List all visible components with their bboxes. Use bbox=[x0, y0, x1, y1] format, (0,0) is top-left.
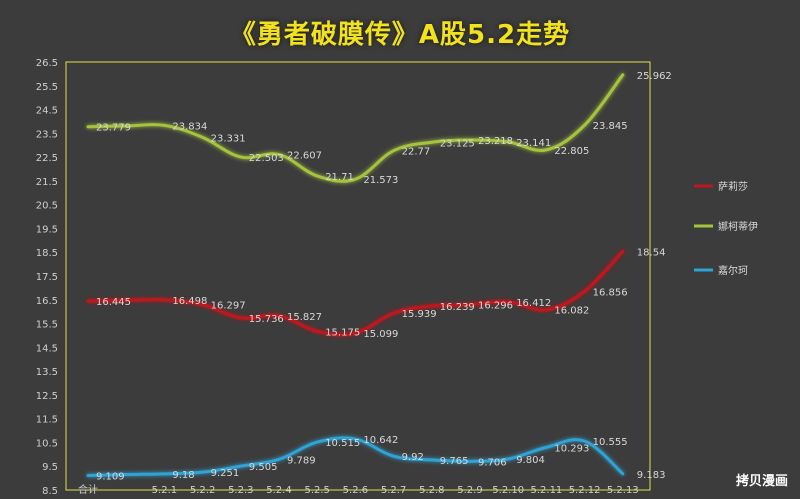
series-layer bbox=[86, 73, 625, 478]
x-tick-label: 5.2.4 bbox=[266, 485, 291, 496]
data-label: 9.18 bbox=[172, 470, 194, 481]
y-tick-label: 8.5 bbox=[42, 486, 58, 497]
y-tick-label: 24.5 bbox=[36, 106, 58, 117]
data-label: 23.779 bbox=[96, 123, 131, 134]
y-tick-label: 16.5 bbox=[36, 296, 58, 307]
chart-title: 《勇者破膜传》A股5.2走势 bbox=[229, 20, 571, 50]
y-tick-label: 23.5 bbox=[36, 129, 58, 140]
y-tick-label: 17.5 bbox=[36, 272, 58, 283]
data-label: 22.805 bbox=[554, 146, 589, 157]
data-label: 9.789 bbox=[287, 455, 316, 466]
y-tick-label: 12.5 bbox=[36, 391, 58, 402]
data-label: 23.218 bbox=[478, 136, 513, 147]
x-tick-label: 5.2.9 bbox=[457, 485, 482, 496]
data-label: 10.555 bbox=[593, 437, 628, 448]
data-label: 9.109 bbox=[96, 472, 125, 483]
data-label: 23.331 bbox=[211, 133, 246, 144]
y-tick-label: 9.5 bbox=[42, 462, 58, 473]
x-axis: 合计 5.2.1 5.2.2 5.2.3 5.2.4 5.2.5 5.2.6 5.2.7 5.2… bbox=[78, 483, 639, 496]
data-label: 18.54 bbox=[637, 247, 666, 258]
data-label: 16.412 bbox=[516, 298, 551, 309]
y-tick-label: 13.5 bbox=[36, 367, 58, 378]
data-label: 9.804 bbox=[516, 455, 545, 466]
data-label: 15.175 bbox=[325, 327, 360, 338]
x-tick-label: 5.2.5 bbox=[304, 485, 329, 496]
x-tick-label: 5.2.8 bbox=[419, 485, 444, 496]
data-label: 15.939 bbox=[402, 309, 437, 320]
data-label: 16.445 bbox=[96, 297, 131, 308]
legend-item: 萨莉莎 bbox=[694, 180, 748, 193]
x-tick-label: 5.2.13 bbox=[607, 485, 639, 496]
data-label: 23.834 bbox=[172, 121, 207, 132]
legend-item: 嘉尔珂 bbox=[694, 264, 748, 277]
data-label: 21.71 bbox=[325, 172, 354, 183]
data-label: 16.239 bbox=[440, 302, 475, 313]
y-tick-label: 26.5 bbox=[36, 58, 58, 69]
data-label: 9.92 bbox=[402, 452, 424, 463]
data-label: 10.515 bbox=[325, 438, 360, 449]
data-label: 9.765 bbox=[440, 456, 469, 467]
data-label: 25.962 bbox=[637, 71, 672, 82]
legend-label: 嘉尔珂 bbox=[718, 264, 748, 277]
data-label: 16.856 bbox=[593, 287, 628, 298]
series-line-2 bbox=[86, 73, 625, 183]
data-label: 21.573 bbox=[363, 175, 398, 186]
y-tick-label: 25.5 bbox=[36, 82, 58, 93]
x-tick-label: 5.2.1 bbox=[152, 485, 177, 496]
x-tick-label: 5.2.2 bbox=[190, 485, 215, 496]
data-label: 9.251 bbox=[211, 468, 240, 479]
x-tick-label: 5.2.7 bbox=[381, 485, 406, 496]
data-label: 23.125 bbox=[440, 138, 475, 149]
data-label: 23.845 bbox=[593, 121, 628, 132]
y-tick-label: 10.5 bbox=[36, 438, 58, 449]
legend-item: 娜柯蒂伊 bbox=[694, 220, 758, 233]
legend-label: 娜柯蒂伊 bbox=[718, 220, 758, 233]
x-tick-label: 5.2.11 bbox=[530, 485, 562, 496]
data-label: 16.296 bbox=[478, 301, 513, 312]
y-tick-label: 15.5 bbox=[36, 320, 58, 331]
data-label: 16.297 bbox=[211, 301, 246, 312]
x-tick-label: 5.2.3 bbox=[228, 485, 253, 496]
data-label: 22.607 bbox=[287, 151, 322, 162]
data-label: 9.706 bbox=[478, 457, 507, 468]
legend-label: 萨莉莎 bbox=[718, 180, 748, 193]
data-label: 22.77 bbox=[402, 147, 431, 158]
data-label: 16.082 bbox=[554, 306, 589, 317]
y-tick-label: 20.5 bbox=[36, 201, 58, 212]
y-tick-label: 11.5 bbox=[36, 415, 58, 426]
y-tick-label: 14.5 bbox=[36, 343, 58, 354]
series-line-1 bbox=[86, 249, 625, 337]
y-tick-label: 21.5 bbox=[36, 177, 58, 188]
data-label: 15.099 bbox=[363, 329, 398, 340]
x-tick-label: 5.2.6 bbox=[343, 485, 368, 496]
data-label: 9.505 bbox=[249, 462, 278, 473]
data-label: 15.736 bbox=[249, 314, 284, 325]
data-label: 16.498 bbox=[172, 296, 207, 307]
x-tick-label: 合计 bbox=[78, 483, 98, 496]
y-tick-label: 19.5 bbox=[36, 224, 58, 235]
data-label: 22.503 bbox=[249, 153, 284, 164]
data-label: 15.827 bbox=[287, 312, 322, 323]
data-label: 23.141 bbox=[516, 138, 551, 149]
x-tick-label: 5.2.10 bbox=[492, 485, 524, 496]
data-label: 10.293 bbox=[554, 443, 589, 454]
data-label: 9.183 bbox=[637, 470, 666, 481]
y-axis: 8.5 9.5 10.5 11.5 12.5 13.5 14.5 15.5 16.5 17.5 18… bbox=[36, 58, 58, 497]
data-label: 10.642 bbox=[363, 435, 398, 446]
plot-frame bbox=[65, 61, 651, 491]
x-tick-label: 5.2.12 bbox=[569, 485, 601, 496]
y-tick-label: 22.5 bbox=[36, 153, 58, 164]
watermark: 拷贝漫画 bbox=[735, 474, 788, 489]
y-tick-label: 18.5 bbox=[36, 248, 58, 259]
series-line-3 bbox=[86, 436, 625, 478]
